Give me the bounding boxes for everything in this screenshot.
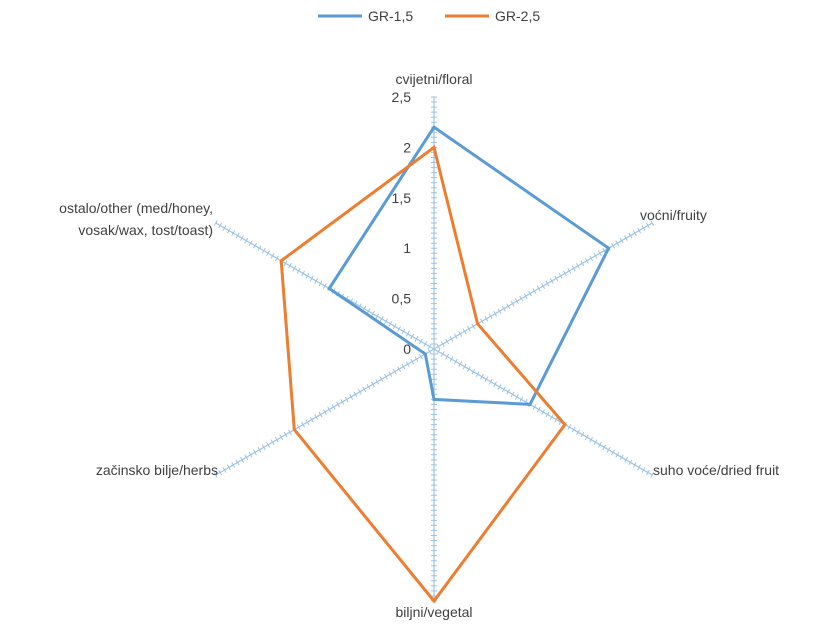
axis-ticks-2 [436, 348, 655, 478]
legend-label-gr-2-5: GR-2,5 [495, 8, 540, 24]
series-1-point-1 [476, 322, 480, 326]
axis-label-other-line-2: vosak/wax, tost/toast) [78, 222, 213, 238]
tick-label-0-5: 0,5 [392, 291, 412, 307]
tick-label-1-5: 1,5 [392, 190, 412, 206]
axis-label-vegetal: biljni/vegetal [395, 604, 472, 620]
tick-label-1: 1 [403, 240, 411, 256]
tick-labels: 0 0,5 1 1,5 2 2,5 [392, 89, 412, 357]
tick-label-2: 2 [403, 139, 411, 155]
radar-series [279, 125, 611, 604]
series-0-point-3 [432, 397, 436, 401]
series-0-point-5 [327, 287, 331, 290]
legend: GR-1,5 GR-2,5 [318, 8, 540, 24]
tick-label-2-5: 2,5 [392, 89, 412, 105]
axis-ticks-1 [436, 220, 655, 350]
axis-label-fruity: voćni/fruity [640, 207, 707, 223]
series-1-point-5 [279, 259, 283, 263]
tick-label-0: 0 [403, 341, 411, 357]
series-0-point-1 [607, 246, 611, 250]
series-0-point-2 [528, 402, 532, 406]
series-0-point-0 [432, 125, 436, 129]
axis-label-dried-fruit: suho voće/dried fruit [653, 462, 779, 478]
axis-labels: cvijetni/floral voćni/fruity suho voće/d… [59, 71, 779, 620]
series-line-1 [279, 144, 567, 604]
axis-label-floral: cvijetni/floral [395, 71, 472, 87]
series-0-point-4 [423, 352, 427, 356]
series-line-0 [327, 125, 611, 406]
series-1-point-3 [432, 599, 436, 603]
axis-ticks-4 [213, 348, 432, 478]
axis-label-other-line-1: ostalo/other (med/honey, [59, 200, 213, 216]
axis-ticks-3 [431, 353, 437, 602]
axis-label-herbs: začinsko bilje/herbs [96, 462, 218, 478]
series-1-point-2 [563, 423, 567, 427]
series-1-point-0 [432, 145, 436, 149]
series-1-point-4 [292, 428, 296, 432]
legend-label-gr-1-5: GR-1,5 [368, 8, 413, 24]
radar-axes [213, 96, 655, 602]
